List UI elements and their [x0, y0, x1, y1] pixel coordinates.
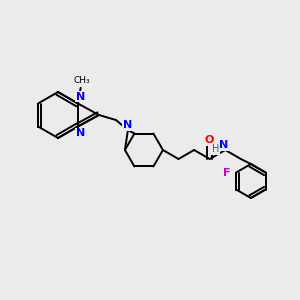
Text: F: F — [224, 167, 231, 178]
Text: H: H — [212, 144, 219, 154]
Text: O: O — [205, 135, 214, 145]
Text: N: N — [76, 92, 86, 101]
Text: N: N — [219, 140, 228, 150]
Text: CH₃: CH₃ — [74, 76, 90, 85]
Text: N: N — [76, 128, 86, 139]
Text: N: N — [123, 120, 133, 130]
